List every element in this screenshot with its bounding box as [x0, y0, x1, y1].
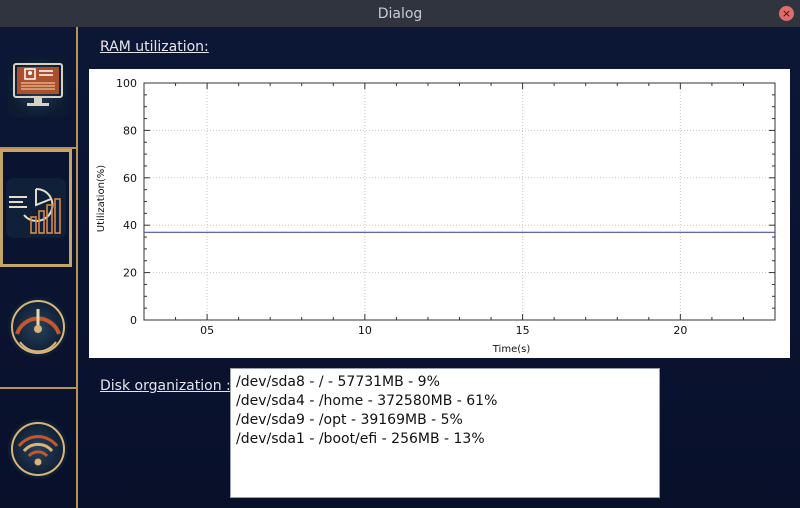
- y-tick-label: 60: [123, 172, 137, 185]
- disk-entry: /dev/sda4 - /home - 372580MB - 61%: [236, 393, 498, 409]
- analytics-chart-icon: [6, 178, 66, 238]
- window-title: Dialog: [377, 5, 423, 22]
- ram-utilization-label: RAM utilization:: [100, 39, 209, 55]
- x-axis-label: Time(s): [492, 344, 531, 355]
- disk-list[interactable]: /dev/sda8 - / - 57731MB - 9% /dev/sda4 -…: [230, 368, 660, 498]
- y-tick-label: 80: [123, 124, 137, 137]
- dialog-body: RAM utilization: 05 10 15 20 0 20 40 60 80 100 Tim…: [0, 27, 800, 508]
- y-tick-label: 40: [123, 219, 137, 232]
- x-tick-label: 15: [516, 324, 530, 337]
- x-tick-label: 05: [200, 324, 214, 337]
- monitor-profile-icon: [8, 57, 68, 117]
- x-tick-label: 20: [673, 324, 687, 337]
- sidebar-item-system-info[interactable]: [0, 27, 76, 147]
- close-button[interactable]: ×: [779, 6, 794, 21]
- disk-entry: /dev/sda1 - /boot/efi - 256MB - 13%: [236, 431, 485, 447]
- title-bar: Dialog ×: [0, 0, 800, 27]
- y-tick-label: 20: [123, 267, 137, 280]
- sidebar-item-resources[interactable]: [0, 149, 72, 267]
- sidebar-item-performance[interactable]: [0, 267, 76, 387]
- disk-entry: /dev/sda8 - / - 57731MB - 9%: [236, 374, 440, 390]
- disk-entry: /dev/sda9 - /opt - 39169MB - 5%: [236, 412, 463, 428]
- y-tick-label: 100: [116, 77, 137, 90]
- x-tick-label: 10: [358, 324, 372, 337]
- disk-organization-label: Disk organization :: [100, 378, 231, 394]
- speedometer-gauge-icon: [8, 297, 68, 357]
- y-axis-label: Utilization(%): [96, 165, 107, 233]
- y-tick-label: 0: [130, 314, 137, 327]
- sidebar-item-network[interactable]: [0, 389, 76, 508]
- sidebar: [0, 27, 78, 508]
- ram-chart: 05 10 15 20 0 20 40 60 80 100 Time(s) Utilization(%…: [89, 69, 790, 358]
- sidebar-divider: [0, 387, 76, 389]
- wifi-signal-icon: [8, 418, 68, 479]
- ram-chart-svg: 05 10 15 20 0 20 40 60 80 100 Time(s) Utilization(%…: [96, 77, 776, 355]
- sidebar-divider: [0, 147, 76, 149]
